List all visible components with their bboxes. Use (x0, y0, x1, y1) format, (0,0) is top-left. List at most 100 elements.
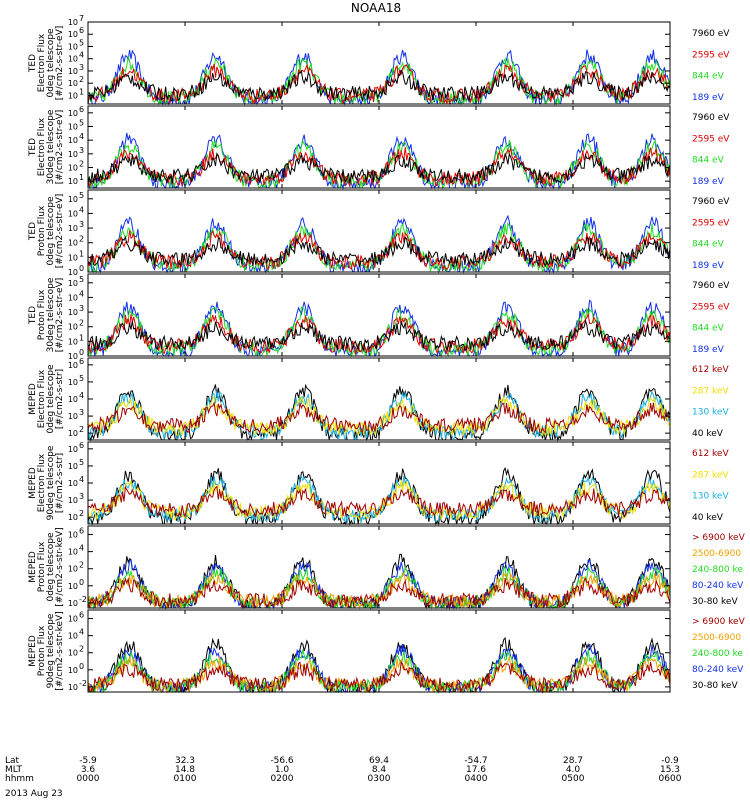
y-tick-exponent: 6 (79, 441, 84, 450)
y-tick-label: 10 (68, 352, 78, 361)
footer-mlt-value: 3.6 (81, 765, 96, 775)
y-tick-label: 10 (68, 18, 78, 27)
panel-8-ylabel: MEPEDProton Flux90deg telescope[#/cm2-s-… (28, 611, 65, 690)
ylabel-line: [#/cm2-s-str-keV] (55, 527, 65, 606)
footer-row-label: Lat (5, 756, 20, 766)
y-tick-label: 10 (68, 164, 78, 173)
y-tick-exponent: 2 (79, 319, 84, 328)
ylabel-line: 30deg telescope (46, 277, 56, 352)
y-tick-exponent: 3 (79, 492, 84, 501)
legend-entry: 844 eV (692, 156, 725, 166)
ylabel-line: Proton Flux (37, 625, 47, 676)
panel-4-ylabel: TEDProton Flux30deg telescope[#/cm2-s-st… (28, 277, 65, 352)
ylabel-line: [#/cm2-s-str] (55, 453, 65, 513)
legend-entry: 240-800 ke (692, 649, 743, 659)
footer-hhmm-value: 0500 (562, 774, 585, 784)
series-612-kev (87, 485, 671, 518)
series--6900-kev (87, 660, 671, 694)
y-tick-exponent: 0 (79, 348, 84, 357)
y-tick-exponent: 0 (79, 578, 84, 587)
footer-mlt-value: 14.8 (175, 765, 195, 775)
figure-title: NOAA18 (351, 1, 401, 15)
y-tick-label: 10 (68, 55, 78, 64)
y-tick-exponent: 3 (79, 408, 84, 417)
series-7960-ev (87, 152, 671, 185)
panel-5-ylabel: MEPEDElectron Flux0deg telescope[#/cm2-s… (28, 364, 65, 434)
y-tick-label: 10 (68, 279, 78, 288)
y-tick-exponent: 2 (79, 235, 84, 244)
y-tick-exponent: 3 (79, 220, 84, 229)
legend-entry: 287 keV (692, 386, 729, 396)
legend-entry: 7960 eV (692, 29, 730, 39)
y-tick-label: 10 (68, 323, 78, 332)
y-tick-exponent: 7 (79, 14, 84, 23)
y-tick-exponent: 4 (79, 51, 84, 60)
ylabel-line: 0deg telescope (46, 532, 56, 602)
legend-entry: 844 eV (692, 72, 725, 82)
y-tick-exponent: 3 (79, 304, 84, 313)
ylabel-line: Electron Flux (37, 117, 47, 176)
panel-6-ylabel: MEPEDElectron Flux90deg telescope[#/cm2-… (28, 445, 65, 520)
y-tick-exponent: 6 (79, 105, 84, 114)
y-tick-exponent: 2 (79, 645, 84, 654)
y-tick-label: 10 (68, 136, 78, 145)
panel-1: TEDElectron Flux0deg telescope[#/cm2-s-s… (28, 14, 730, 106)
y-tick-label: 10 (68, 195, 78, 204)
legend-entry: 7960 eV (692, 281, 730, 291)
legend-entry: 844 eV (692, 240, 725, 250)
y-tick-label: 10 (68, 412, 78, 421)
series-612-kev (87, 401, 671, 435)
ylabel-line: [#/cm2-s-str-eV] (55, 110, 65, 185)
ylabel-line: [#/cm2-s-str-keV] (55, 611, 65, 690)
panel-7-ylabel: MEPEDProton Flux0deg telescope[#/cm2-s-s… (28, 527, 65, 606)
series-7960-ev (87, 69, 671, 103)
panel-7-traces (87, 553, 671, 610)
footer-lat-value: -56.6 (270, 756, 294, 766)
y-tick-exponent: 2 (79, 160, 84, 169)
legend-entry: 189 eV (692, 177, 725, 187)
footer-lat-value: 69.4 (369, 756, 389, 766)
legend-entry: 30-80 keV (692, 681, 738, 691)
y-tick-exponent: 1 (79, 249, 84, 258)
ylabel-line: [#/cm2-s-str-eV] (55, 278, 65, 353)
y-tick-label: 10 (68, 361, 78, 370)
y-tick-exponent: 6 (79, 527, 84, 536)
ylabel-line: Electron Flux (37, 369, 47, 428)
panel-7: MEPEDProton Flux0deg telescope[#/cm2-s-s… (28, 525, 746, 610)
date-label: 2013 Aug 23 (5, 789, 63, 799)
ylabel-line: Electron Flux (37, 33, 47, 92)
y-tick-exponent: 5 (79, 275, 84, 284)
ylabel-line: TED (28, 54, 38, 73)
y-tick-label: 10 (68, 429, 78, 438)
legend-entry: 40 keV (692, 429, 724, 439)
ylabel-line: TED (28, 222, 38, 241)
y-tick-exponent: 5 (79, 38, 84, 47)
footer-mlt-value: 8.4 (372, 765, 387, 775)
legend-entry: 612 keV (692, 449, 729, 459)
ylabel-line: 30deg telescope (46, 109, 56, 184)
series-7960-ev (87, 319, 671, 353)
panel-3-traces (87, 214, 671, 274)
series--6900-kev (87, 577, 671, 609)
y-tick-exponent: -2 (79, 595, 87, 604)
legend-entry: 2595 eV (692, 302, 730, 312)
panel-5-traces (87, 383, 671, 442)
footer-mlt-value: 15.3 (660, 765, 680, 775)
y-tick-label: 10 (68, 378, 78, 387)
footer-hhmm-value: 0300 (368, 774, 391, 784)
y-tick-label: 10 (68, 462, 78, 471)
footer-hhmm-value: 0100 (174, 774, 197, 784)
footer-hhmm-value: 0000 (77, 774, 100, 784)
legend-entry: 2595 eV (692, 50, 730, 60)
y-tick-exponent: 4 (79, 475, 84, 484)
footer-hhmm-value: 0200 (271, 774, 294, 784)
ylabel-line: MEPED (28, 467, 38, 499)
y-tick-exponent: 2 (79, 75, 84, 84)
panel-3: TEDProton Flux0deg telescope[#/cm2-s-str… (28, 189, 730, 277)
footer-lat-value: -0.9 (661, 756, 679, 766)
y-tick-label: 10 (68, 548, 78, 557)
footer-row-label: hhmm (5, 774, 34, 784)
series-240-800-ke (87, 565, 671, 610)
y-tick-label: 10 (68, 123, 78, 132)
